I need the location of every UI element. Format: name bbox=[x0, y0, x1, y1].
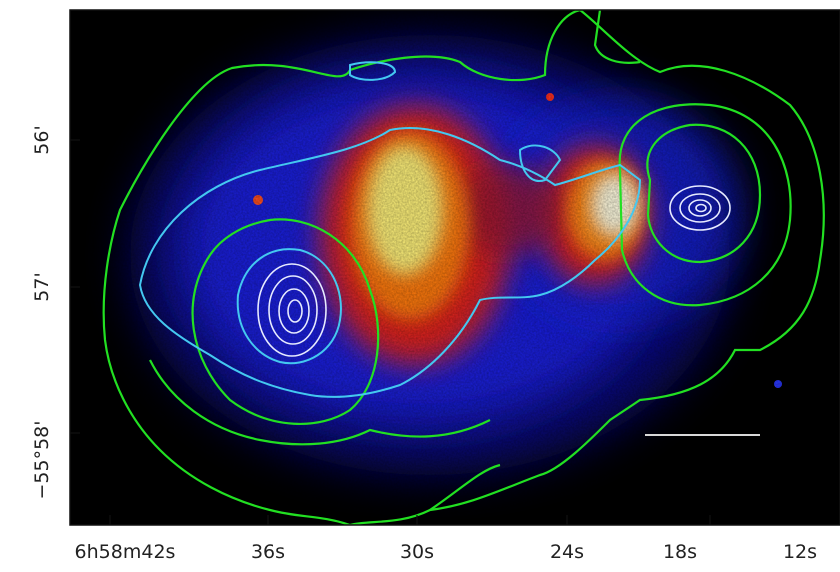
contours-inner bbox=[257, 185, 731, 357]
y-tick-marks bbox=[70, 139, 80, 434]
x-tick-label-36: 36s bbox=[251, 541, 285, 563]
contours-outer bbox=[102, 10, 825, 525]
y-tick-label-56: 56' bbox=[31, 125, 53, 154]
noise-texture bbox=[70, 10, 840, 525]
x-tick-label-12: 12s bbox=[783, 541, 817, 563]
x-tick-label-42: 6h58m42s bbox=[75, 541, 176, 563]
x-tick-label-30: 30s bbox=[400, 541, 434, 563]
contours-mid bbox=[138, 61, 642, 398]
y-tick-label-57: 57' bbox=[31, 272, 53, 301]
plot-frame bbox=[69, 9, 840, 526]
x-tick-label-24: 24s bbox=[550, 541, 584, 563]
x-tick-marks bbox=[109, 515, 711, 525]
x-tick-label-18: 18s bbox=[663, 541, 697, 563]
y-tick-label-58: −55°58' bbox=[31, 421, 53, 500]
